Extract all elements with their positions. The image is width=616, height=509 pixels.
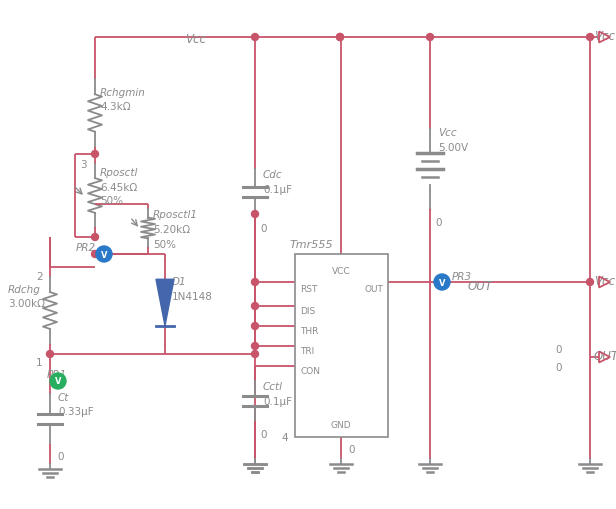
Text: PR1: PR1 xyxy=(47,369,67,379)
Polygon shape xyxy=(156,280,174,326)
Text: 6.45kΩ: 6.45kΩ xyxy=(100,183,137,192)
Text: Rdchg: Rdchg xyxy=(8,285,41,294)
Circle shape xyxy=(336,35,344,41)
Circle shape xyxy=(46,351,54,358)
Text: VCC: VCC xyxy=(331,267,351,275)
Text: RST: RST xyxy=(300,285,317,293)
Circle shape xyxy=(586,35,593,41)
Circle shape xyxy=(251,351,259,358)
Text: V: V xyxy=(101,250,107,259)
Text: 1: 1 xyxy=(36,357,43,367)
Text: 0.1μF: 0.1μF xyxy=(263,185,292,194)
Text: Cctl: Cctl xyxy=(263,381,283,391)
Text: Cdc: Cdc xyxy=(263,169,283,180)
Text: THR: THR xyxy=(300,326,318,335)
Text: Tmr555: Tmr555 xyxy=(290,240,334,249)
Circle shape xyxy=(92,251,99,258)
Text: 50%: 50% xyxy=(100,195,123,206)
Text: Vcc: Vcc xyxy=(185,33,206,46)
Text: Vcc: Vcc xyxy=(438,128,456,138)
Circle shape xyxy=(251,279,259,286)
Circle shape xyxy=(434,274,450,291)
Text: 0: 0 xyxy=(260,223,267,234)
Circle shape xyxy=(50,373,66,389)
Text: Rposctl: Rposctl xyxy=(100,167,139,178)
Bar xyxy=(295,254,388,437)
Text: OUT: OUT xyxy=(594,349,616,362)
Text: 0: 0 xyxy=(260,429,267,439)
Text: 0.33μF: 0.33μF xyxy=(58,406,94,416)
Text: 0: 0 xyxy=(348,444,354,454)
Text: 0.1μF: 0.1μF xyxy=(263,396,292,406)
Text: Vcc: Vcc xyxy=(594,30,615,43)
Text: PR3: PR3 xyxy=(452,271,472,281)
Text: Vcc: Vcc xyxy=(594,274,615,288)
Text: Rchgmin: Rchgmin xyxy=(100,88,146,98)
Circle shape xyxy=(251,323,259,330)
Text: V: V xyxy=(439,278,445,287)
Text: OUT: OUT xyxy=(364,285,383,293)
Text: CON: CON xyxy=(300,366,320,375)
Circle shape xyxy=(426,35,434,41)
Circle shape xyxy=(586,279,593,286)
Circle shape xyxy=(251,343,259,350)
Text: 0: 0 xyxy=(435,217,442,228)
Text: 5.20kΩ: 5.20kΩ xyxy=(153,224,190,235)
Text: Ct: Ct xyxy=(58,392,70,402)
Circle shape xyxy=(92,234,99,241)
Text: 0: 0 xyxy=(57,451,63,461)
Text: DIS: DIS xyxy=(300,306,315,316)
Circle shape xyxy=(92,151,99,158)
Text: V: V xyxy=(55,377,61,386)
Text: Rposctl1: Rposctl1 xyxy=(153,210,198,219)
Circle shape xyxy=(251,35,259,41)
Circle shape xyxy=(336,35,344,41)
Circle shape xyxy=(251,303,259,310)
Text: 2: 2 xyxy=(36,271,43,281)
Circle shape xyxy=(96,246,112,263)
Text: GND: GND xyxy=(331,420,351,429)
Text: 4.3kΩ: 4.3kΩ xyxy=(100,102,131,112)
Text: 3.00kΩ: 3.00kΩ xyxy=(8,298,45,308)
Text: TRI: TRI xyxy=(300,346,314,355)
Text: 50%: 50% xyxy=(153,240,176,249)
Circle shape xyxy=(251,211,259,218)
Text: 0: 0 xyxy=(555,362,562,372)
Text: 3: 3 xyxy=(80,160,87,169)
Text: 5.00V: 5.00V xyxy=(438,143,468,153)
Text: 1N4148: 1N4148 xyxy=(172,292,213,301)
Text: 0: 0 xyxy=(555,344,562,354)
Text: 4: 4 xyxy=(281,432,288,442)
Text: D1: D1 xyxy=(172,276,187,287)
Text: OUT: OUT xyxy=(468,279,493,293)
Text: PR2: PR2 xyxy=(76,242,96,252)
